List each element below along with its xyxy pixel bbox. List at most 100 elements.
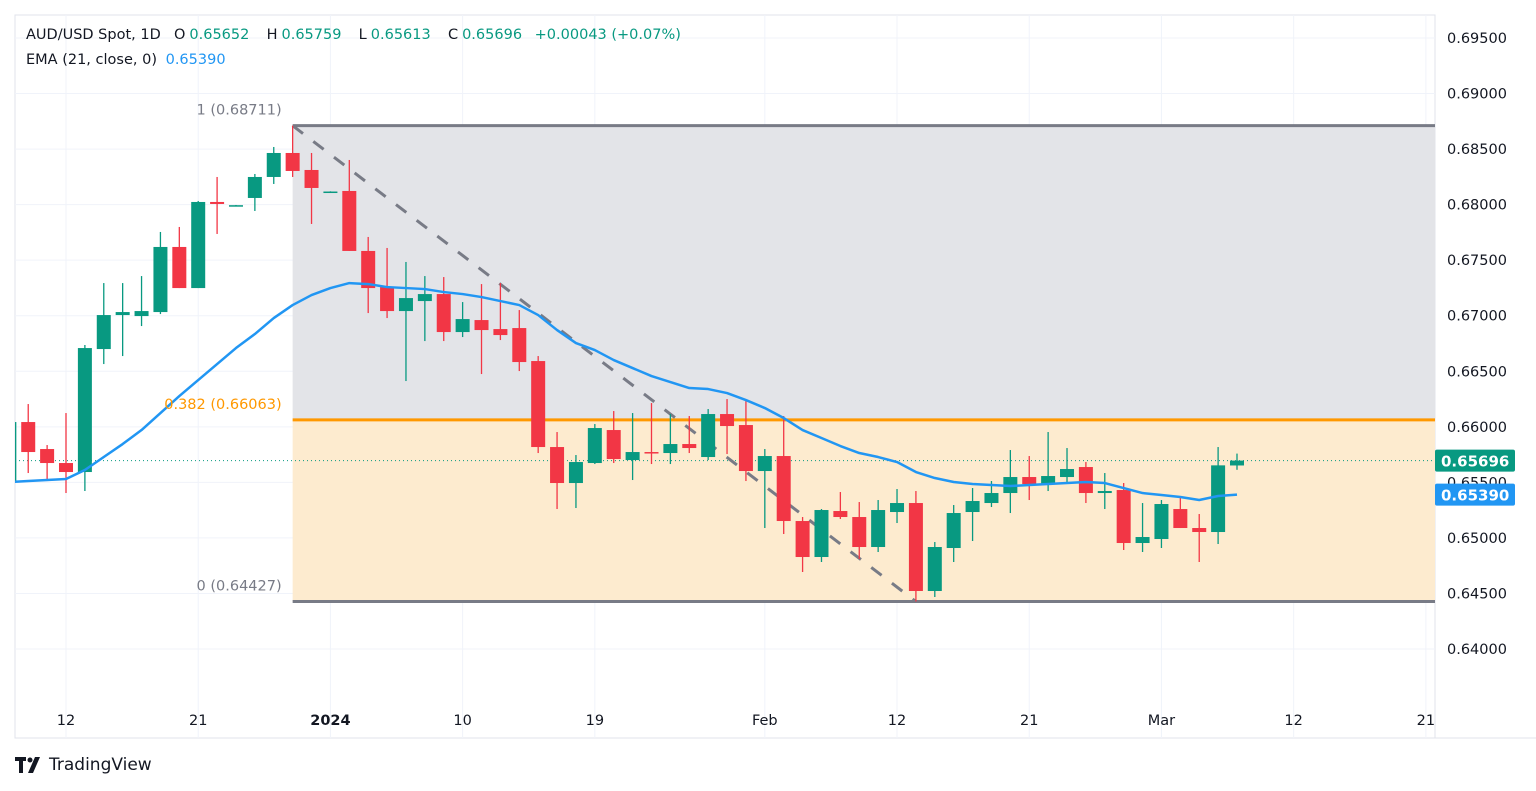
candle-body <box>587 428 602 464</box>
price-tick-label: 0.69000 <box>1447 87 1507 103</box>
candle-body <box>1173 509 1188 529</box>
candle <box>927 542 942 598</box>
candle-body <box>172 246 187 289</box>
candle-body <box>927 547 942 592</box>
change-value: +0.00043 (+0.07%) <box>534 27 681 43</box>
candle-body <box>455 319 470 333</box>
candle-body <box>247 176 262 198</box>
candle <box>285 125 300 177</box>
candle <box>436 277 451 342</box>
candle-body <box>342 190 357 251</box>
candle <box>1022 456 1037 501</box>
candle <box>776 416 791 535</box>
candle-body <box>1041 476 1056 485</box>
candle <box>625 413 640 481</box>
candle <box>1154 500 1169 549</box>
candle <box>361 236 376 314</box>
candle-body <box>228 205 243 207</box>
tradingview-logo[interactable]: TradingView <box>15 755 152 775</box>
low-value: 0.65613 <box>370 27 431 43</box>
candle-body <box>568 462 583 484</box>
fib-level-0382-label: 0.382 (0.66063) <box>164 397 281 413</box>
candle-body <box>1060 469 1075 478</box>
candle-body <box>720 414 735 427</box>
candle <box>1041 432 1056 492</box>
candle-body <box>984 493 999 504</box>
candle <box>1135 503 1150 553</box>
candle-body <box>795 521 810 558</box>
candle-body <box>417 294 432 302</box>
candle <box>191 200 206 289</box>
candle-body <box>40 449 55 464</box>
candle-body <box>266 152 281 177</box>
candle-body <box>153 246 168 313</box>
high-label: H <box>266 27 278 43</box>
candle-body <box>15 422 17 483</box>
tradingview-logo-icon <box>15 757 40 773</box>
candle <box>398 261 413 382</box>
ema-line <box>15 281 1238 502</box>
candle <box>512 310 527 372</box>
symbol-title[interactable]: AUD/USD Spot, 1D <box>26 27 161 43</box>
time-tick-label: 12 <box>1284 713 1302 729</box>
candle <box>417 276 432 342</box>
candle-body <box>1116 490 1131 544</box>
candle <box>21 404 36 474</box>
candle <box>77 345 92 492</box>
candle-body <box>663 444 678 454</box>
candle <box>795 517 810 573</box>
time-tick-label: 2024 <box>310 713 350 729</box>
candle <box>663 414 678 465</box>
candle <box>474 284 489 375</box>
candle-body <box>701 414 716 458</box>
time-tick-label: 21 <box>189 713 207 729</box>
candle <box>380 247 395 319</box>
candle <box>833 492 848 520</box>
candle-body <box>96 315 111 350</box>
candle <box>493 283 508 341</box>
time-tick-label: 21 <box>1417 713 1435 729</box>
candle-body <box>1192 528 1207 533</box>
candle-body <box>398 298 413 312</box>
candle <box>247 173 262 211</box>
ema-price-badge-text: 0.65390 <box>1441 487 1509 505</box>
low-label: L <box>358 27 367 43</box>
price-tick-label: 0.68000 <box>1447 198 1507 214</box>
candle <box>1192 514 1207 563</box>
candle <box>40 445 55 482</box>
candle <box>15 422 17 483</box>
plot-area <box>15 124 1435 604</box>
candle <box>965 488 980 542</box>
last-price-badge-text: 0.65696 <box>1441 453 1509 471</box>
candle <box>1097 473 1112 510</box>
candle-body <box>550 447 565 484</box>
fib-level-0-label: 0 (0.64427) <box>197 579 282 595</box>
candle-body <box>512 328 527 363</box>
candle <box>210 176 225 234</box>
candle <box>606 411 621 464</box>
time-tick-label: 19 <box>586 713 604 729</box>
price-tick-label: 0.68500 <box>1447 142 1507 158</box>
high-value: 0.65759 <box>281 27 342 43</box>
candle <box>587 424 602 465</box>
fib-zone-lower <box>292 419 1435 602</box>
candle-body <box>1211 465 1226 533</box>
candle <box>890 489 905 524</box>
price-tick-label: 0.67000 <box>1447 309 1507 325</box>
candle <box>323 191 338 194</box>
price-tick-label: 0.64000 <box>1447 642 1507 658</box>
candle <box>1173 498 1188 529</box>
open-label: O <box>173 27 186 43</box>
ema-label[interactable]: EMA (21, close, 0) <box>26 52 157 68</box>
candle-body <box>946 513 961 549</box>
candle <box>720 399 735 455</box>
candle-body <box>908 503 923 592</box>
logo-text: TradingView <box>49 755 152 775</box>
candle-body <box>682 444 697 449</box>
candle-body <box>77 348 92 473</box>
candle-body <box>833 511 848 518</box>
candle <box>228 204 243 207</box>
candle <box>172 226 187 289</box>
candle-body <box>59 463 73 473</box>
